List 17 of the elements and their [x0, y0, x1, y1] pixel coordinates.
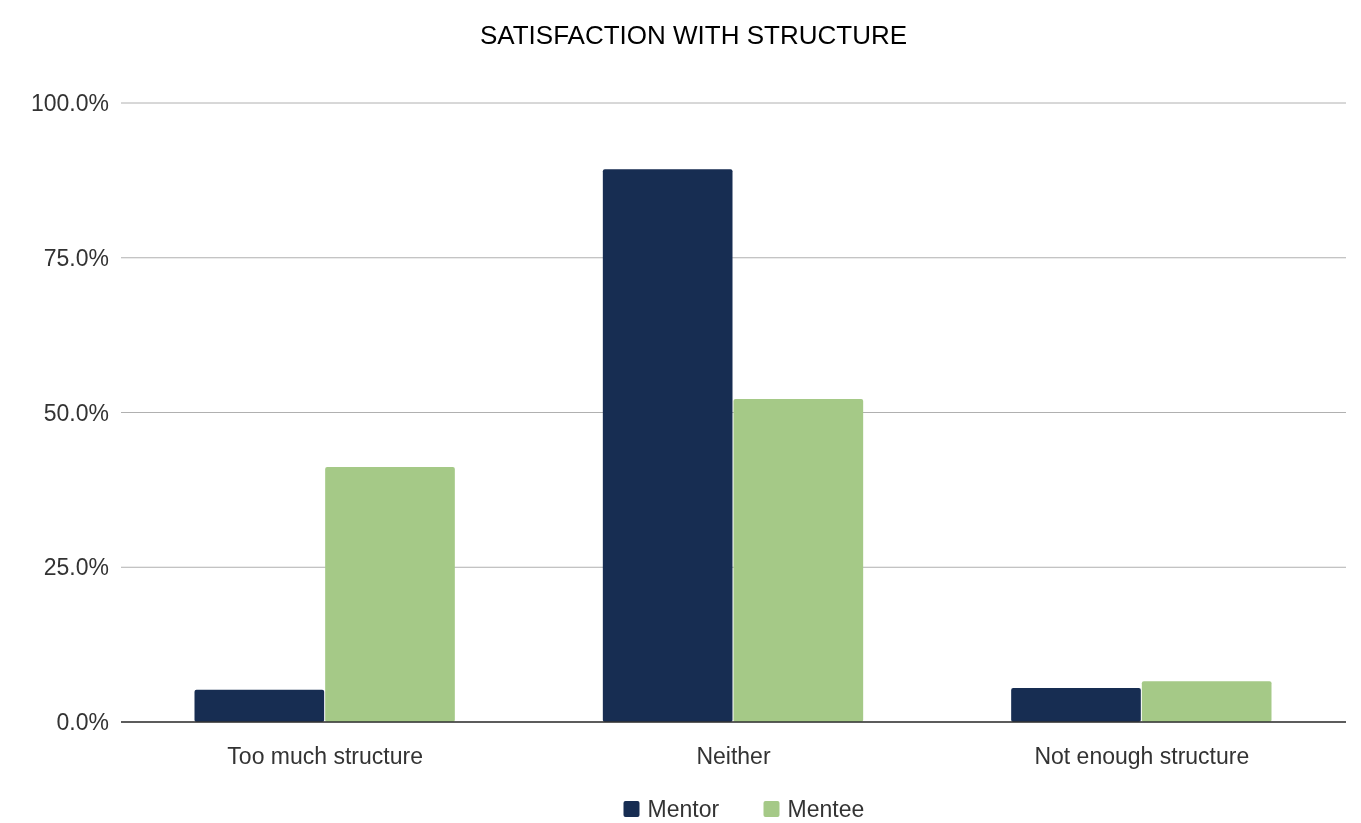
bar — [602, 169, 733, 722]
y-tick-label: 100.0% — [30, 90, 109, 117]
bar — [733, 398, 864, 722]
chart-title: SATISFACTION WITH STRUCTURE — [479, 20, 908, 50]
x-tick-label: Not enough structure — [1034, 743, 1250, 769]
bar — [325, 466, 455, 722]
y-tick-label: 25.0% — [43, 554, 109, 581]
y-tick-label: 50.0% — [43, 399, 109, 426]
y-tick-label: 75.0% — [43, 244, 109, 271]
legend-label: Mentor — [647, 796, 720, 823]
bar — [1141, 681, 1272, 722]
bar — [194, 689, 325, 722]
x-tick-label: Neither — [696, 743, 771, 769]
bar — [1011, 687, 1141, 722]
y-tick-label: 0.0% — [56, 709, 109, 736]
legend-label: Mentee — [787, 796, 865, 823]
x-tick-label: Too much structure — [227, 743, 423, 769]
